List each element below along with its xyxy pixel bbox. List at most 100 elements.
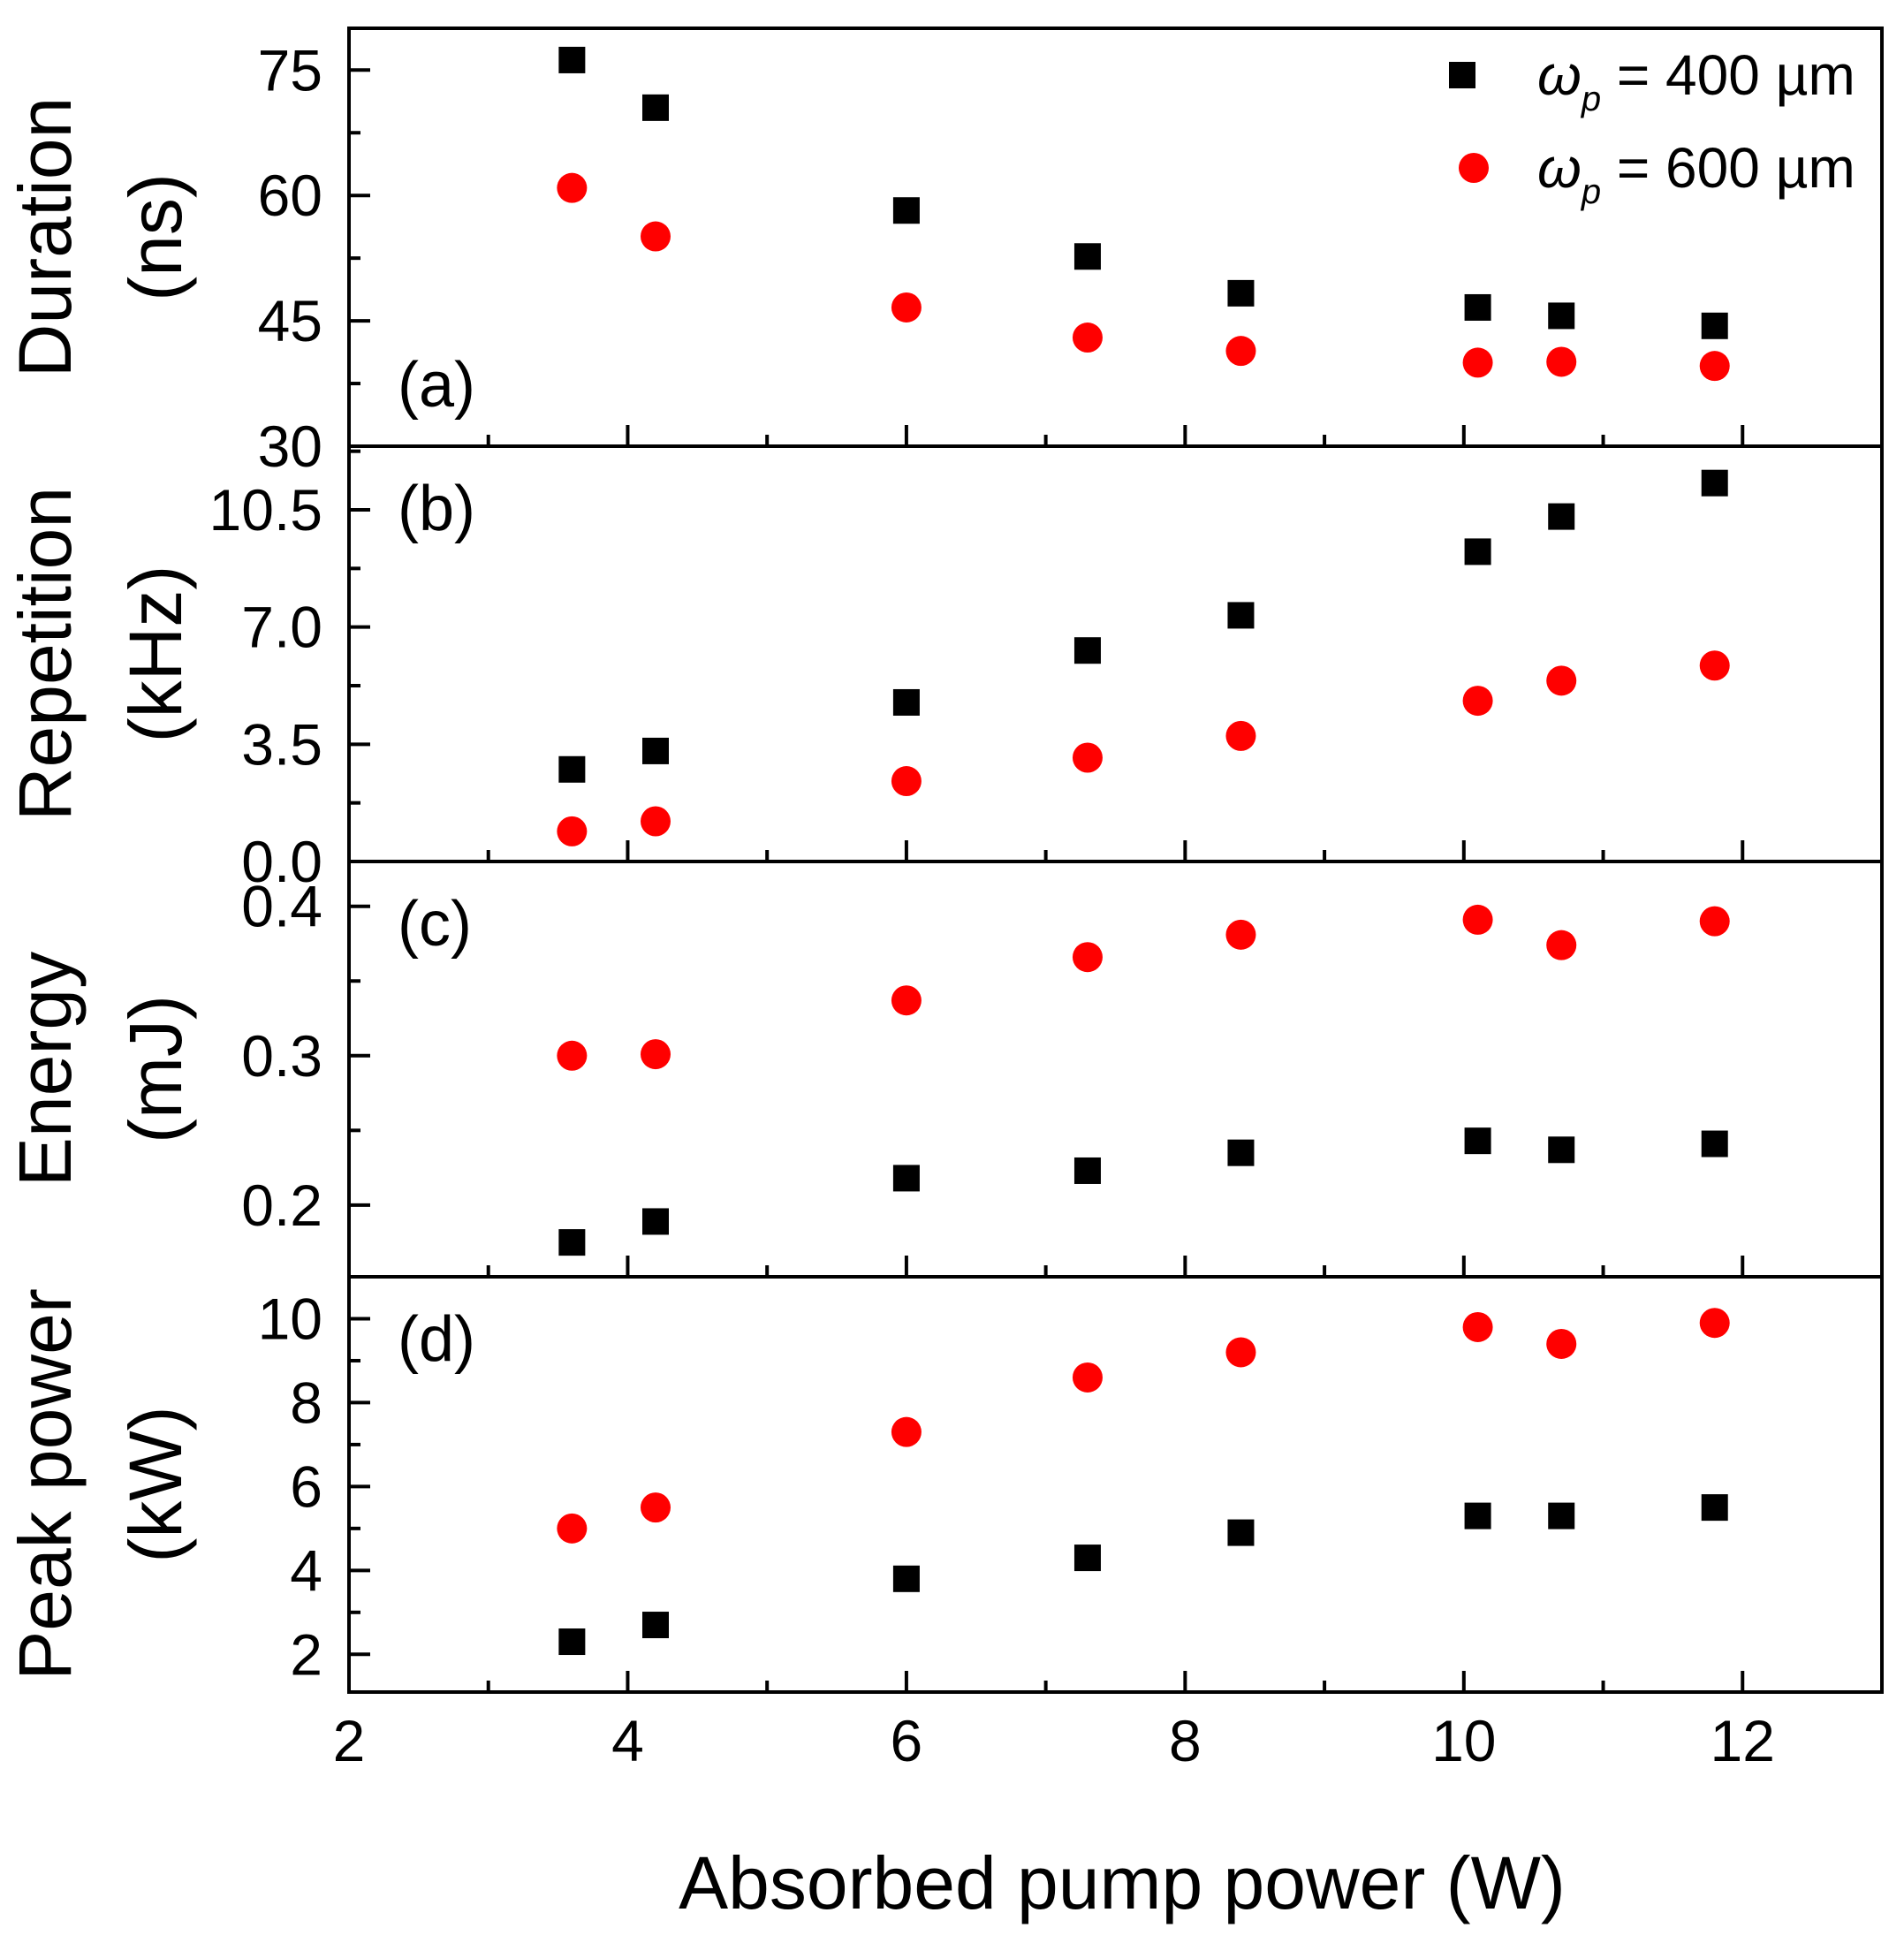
y-axis-title: Peak power	[4, 1288, 87, 1681]
x-tick-label: 10	[1431, 1708, 1496, 1773]
data-point-square	[1464, 293, 1491, 321]
data-point-circle	[1225, 336, 1256, 367]
legend-marker-circle	[1459, 153, 1489, 183]
data-point-circle	[1462, 686, 1493, 717]
data-point-square	[642, 1208, 669, 1235]
data-point-square	[1464, 1127, 1491, 1155]
data-point-circle	[1225, 919, 1256, 950]
data-point-square	[1701, 469, 1728, 497]
legend-symbol: ω	[1537, 136, 1582, 200]
data-point-circle	[1072, 942, 1103, 973]
data-point-circle	[557, 1040, 588, 1071]
data-point-circle	[557, 172, 588, 203]
y-tick-label: 0.3	[241, 1023, 322, 1089]
data-point-square	[1548, 1136, 1575, 1164]
y-tick-label: 0.0	[241, 829, 322, 894]
panel-frame-2	[347, 860, 1884, 1279]
panel-label: (c)	[398, 889, 472, 960]
data-point-square	[1227, 279, 1255, 307]
data-point-square	[642, 1612, 669, 1639]
legend-marker-square	[1449, 62, 1475, 88]
data-point-square	[1464, 1502, 1491, 1529]
y-tick-label: 7.0	[241, 595, 322, 660]
data-point-square	[1073, 1545, 1101, 1572]
y-axis-title: (ns)	[114, 173, 197, 301]
data-point-circle	[891, 766, 922, 797]
x-tick-label: 6	[891, 1708, 923, 1773]
data-point-circle	[891, 292, 922, 323]
data-point-square	[1701, 1130, 1728, 1157]
data-point-square	[642, 737, 669, 764]
panel-label: (a)	[398, 350, 475, 421]
y-tick-label: 45	[258, 288, 322, 353]
y-tick-label: 10.5	[209, 477, 322, 543]
y-tick-label: 2	[290, 1621, 322, 1687]
data-point-square	[1548, 503, 1575, 530]
axis-ticks	[349, 68, 1745, 1692]
x-tick-label: 8	[1169, 1708, 1202, 1773]
data-point-circle	[891, 1416, 922, 1447]
data-point-square	[1227, 602, 1255, 629]
data-point-square	[1701, 1494, 1728, 1522]
data-point-square	[892, 197, 920, 224]
data-point-square	[1073, 243, 1101, 270]
legend-subscript: p	[1581, 172, 1601, 211]
data-point-square	[1073, 637, 1101, 664]
x-tick-label: 12	[1711, 1708, 1775, 1773]
data-point-circle	[1546, 665, 1577, 696]
data-point-circle	[641, 1039, 671, 1070]
data-point-circle	[1699, 650, 1730, 681]
data-point-circle	[1462, 1311, 1493, 1342]
y-tick-label: 60	[258, 163, 322, 228]
data-point-circle	[641, 221, 671, 252]
panel-frame-3	[347, 1275, 1884, 1694]
x-tick-label: 2	[333, 1708, 366, 1773]
y-tick-label: 10	[258, 1286, 322, 1351]
data-point-circle	[1699, 351, 1730, 382]
data-point-square	[1464, 538, 1491, 565]
data-point-square	[558, 1628, 586, 1656]
data-point-circle	[1546, 346, 1577, 377]
data-point-square	[1548, 1502, 1575, 1529]
data-point-square	[642, 94, 669, 121]
legend-subscript: p	[1581, 80, 1601, 118]
data-point-square	[892, 1165, 920, 1192]
tick-labels: 30 45 60 75 0.0 3.5 7.0 10.5 0.2 0.3 0.4 2 4 6 8 10 2 4 6 8…	[209, 37, 1775, 1773]
y-tick-label: 6	[290, 1453, 322, 1519]
data-point-square	[1227, 1519, 1255, 1546]
data-point-circle	[891, 985, 922, 1016]
y-axis-title: (kHz)	[114, 565, 197, 743]
y-tick-label: 0.4	[241, 874, 322, 939]
data-marks	[557, 46, 1730, 1656]
data-point-circle	[557, 816, 588, 846]
legend-value: = 600 µm	[1601, 136, 1855, 200]
y-tick-label: 8	[290, 1370, 322, 1435]
y-axis-title: Repetition	[4, 487, 87, 821]
y-axis-title: Duration	[4, 97, 87, 378]
data-point-circle	[1462, 347, 1493, 378]
data-point-square	[1548, 302, 1575, 330]
data-point-circle	[1072, 1362, 1103, 1393]
data-point-square	[1227, 1139, 1255, 1166]
y-tick-label: 0.2	[241, 1173, 322, 1238]
data-point-square	[1073, 1157, 1101, 1184]
data-point-square	[558, 46, 586, 73]
data-point-circle	[641, 1492, 671, 1523]
data-point-circle	[1699, 1308, 1730, 1339]
data-point-circle	[641, 806, 671, 837]
data-point-circle	[1072, 323, 1103, 353]
y-axis-titles: Duration (ns) Repetition (kHz) Energy (mJ) Pea…	[4, 97, 197, 1681]
legend-label: ωp = 400 µm	[1537, 43, 1855, 118]
data-point-square	[892, 1565, 920, 1592]
legend-label: ωp = 600 µm	[1537, 136, 1855, 211]
data-point-circle	[1546, 1328, 1577, 1359]
data-point-square	[1701, 312, 1728, 339]
data-point-circle	[1225, 720, 1256, 751]
y-axis-title: Energy	[4, 952, 87, 1187]
legend-value: = 400 µm	[1601, 43, 1855, 107]
data-point-circle	[1072, 742, 1103, 773]
legend-symbol: ω	[1537, 43, 1582, 107]
panel-frames	[347, 27, 1884, 1694]
